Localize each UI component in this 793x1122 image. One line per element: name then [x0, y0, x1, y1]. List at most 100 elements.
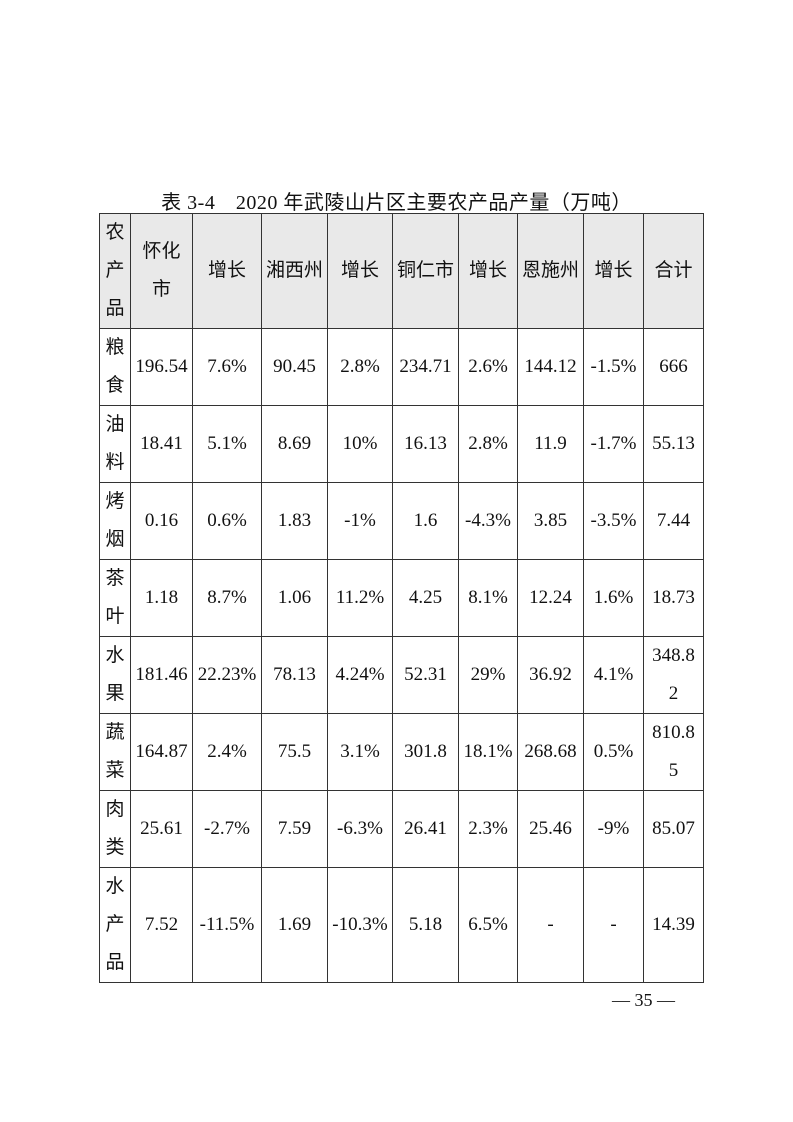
header-cell: 增长 — [192, 213, 262, 329]
table-cell: 10% — [327, 405, 393, 483]
table-cell: 11.9 — [517, 405, 584, 483]
table-cell: 6.5% — [458, 867, 518, 983]
table-cell: 7.6% — [192, 328, 262, 406]
table-cell: -10.3% — [327, 867, 393, 983]
production-table: 农产品 怀化市 增长 湘西州 增长 铜仁市 增长 恩施州 增长 合计 粮食 196.54 7.6% 90… — [99, 213, 704, 983]
table-cell: 164.87 — [130, 713, 193, 791]
table-cell: 5.1% — [192, 405, 262, 483]
table-cell: 181.46 — [130, 636, 193, 714]
table-cell: -4.3% — [458, 482, 518, 560]
header-cell: 增长 — [327, 213, 393, 329]
table-cell: 26.41 — [392, 790, 459, 868]
table-cell: 1.83 — [261, 482, 328, 560]
table-cell: 12.24 — [517, 559, 584, 637]
header-cell: 合计 — [643, 213, 704, 329]
header-cell: 恩施州 — [517, 213, 584, 329]
table-cell: 2.8% — [327, 328, 393, 406]
header-cell: 怀化市 — [130, 213, 193, 329]
table-cell: 268.68 — [517, 713, 584, 791]
header-row: 农产品 怀化市 增长 湘西州 增长 铜仁市 增长 恩施州 增长 合计 — [99, 213, 704, 329]
table-cell: -11.5% — [192, 867, 262, 983]
table-row: 油料 18.41 5.1% 8.69 10% 16.13 2.8% 11.9 -1.7% 55.1… — [99, 405, 704, 483]
table-cell: 3.85 — [517, 482, 584, 560]
header-cell: 湘西州 — [261, 213, 328, 329]
table-cell: 0.16 — [130, 482, 193, 560]
product-name: 粮食 — [99, 328, 131, 406]
table-row: 水果 181.46 22.23% 78.13 4.24% 52.31 29% 36.92 4.1… — [99, 636, 704, 714]
header-cell: 增长 — [458, 213, 518, 329]
header-product: 农产品 — [99, 213, 131, 329]
table-cell: -1.5% — [583, 328, 644, 406]
table-cell: 2.3% — [458, 790, 518, 868]
table-row: 肉类 25.61 -2.7% 7.59 -6.3% 26.41 2.3% 25.46 -9% 85… — [99, 790, 704, 868]
product-name: 茶叶 — [99, 559, 131, 637]
table-cell: -1.7% — [583, 405, 644, 483]
header-cell: 增长 — [583, 213, 644, 329]
table-cell: 4.24% — [327, 636, 393, 714]
table-cell: -9% — [583, 790, 644, 868]
table-cell: 75.5 — [261, 713, 328, 791]
table-title: 表 3-4 2020 年武陵山片区主要农产品产量（万吨） — [161, 192, 632, 214]
table-cell: 25.46 — [517, 790, 584, 868]
table-cell: 90.45 — [261, 328, 328, 406]
table-cell: 1.6% — [583, 559, 644, 637]
table-cell: - — [583, 867, 644, 983]
table-cell: 1.18 — [130, 559, 193, 637]
table-cell: 196.54 — [130, 328, 193, 406]
table-cell: -2.7% — [192, 790, 262, 868]
product-name: 水产品 — [99, 867, 131, 983]
table-cell: 8.7% — [192, 559, 262, 637]
table-cell: 16.13 — [392, 405, 459, 483]
table-row: 蔬菜 164.87 2.4% 75.5 3.1% 301.8 18.1% 268.68 0.5%… — [99, 713, 704, 791]
table-cell: 7.52 — [130, 867, 193, 983]
product-name: 烤烟 — [99, 482, 131, 560]
table-cell: 666 — [643, 328, 704, 406]
table-cell: 1.69 — [261, 867, 328, 983]
table-cell: 29% — [458, 636, 518, 714]
page-number: — 35 — — [612, 990, 675, 1010]
table-cell: -6.3% — [327, 790, 393, 868]
header-cell: 铜仁市 — [392, 213, 459, 329]
table-cell: 85.07 — [643, 790, 704, 868]
table-cell: 11.2% — [327, 559, 393, 637]
table-row: 粮食 196.54 7.6% 90.45 2.8% 234.71 2.6% 144.12 -1.… — [99, 328, 704, 406]
table-cell: 5.18 — [392, 867, 459, 983]
product-name: 蔬菜 — [99, 713, 131, 791]
table-cell: 4.25 — [392, 559, 459, 637]
table-cell: -1% — [327, 482, 393, 560]
table-cell: 55.13 — [643, 405, 704, 483]
table-cell: 348.82 — [643, 636, 704, 714]
table-cell: 14.39 — [643, 867, 704, 983]
table-cell: 8.69 — [261, 405, 328, 483]
product-name: 肉类 — [99, 790, 131, 868]
table-cell: 52.31 — [392, 636, 459, 714]
table-cell: -3.5% — [583, 482, 644, 560]
table-cell: 18.41 — [130, 405, 193, 483]
table-cell: 4.1% — [583, 636, 644, 714]
table-cell: 2.4% — [192, 713, 262, 791]
table-cell: 78.13 — [261, 636, 328, 714]
table-cell: 22.23% — [192, 636, 262, 714]
table-cell: 0.6% — [192, 482, 262, 560]
table-cell: 36.92 — [517, 636, 584, 714]
table-cell: 144.12 — [517, 328, 584, 406]
table-cell: 2.6% — [458, 328, 518, 406]
table-row: 水产品 7.52 -11.5% 1.69 -10.3% 5.18 6.5% - -14.39 — [99, 867, 704, 983]
table-row: 茶叶 1.18 8.7% 1.06 11.2% 4.25 8.1% 12.24 1.6% 18.7… — [99, 559, 704, 637]
table-cell: 810.85 — [643, 713, 704, 791]
table-cell: 234.71 — [392, 328, 459, 406]
table-cell: 8.1% — [458, 559, 518, 637]
table-row: 烤烟 0.16 0.6% 1.83 -1% 1.6 -4.3% 3.85 -3.5% 7.44 — [99, 482, 704, 560]
table-cell: 301.8 — [392, 713, 459, 791]
table-cell: 7.59 — [261, 790, 328, 868]
table-cell: 3.1% — [327, 713, 393, 791]
table-cell: 0.5% — [583, 713, 644, 791]
table-cell: 1.06 — [261, 559, 328, 637]
product-name: 油料 — [99, 405, 131, 483]
table-cell: 18.73 — [643, 559, 704, 637]
table-cell: - — [517, 867, 584, 983]
table-cell: 7.44 — [643, 482, 704, 560]
table-cell: 2.8% — [458, 405, 518, 483]
table-cell: 1.6 — [392, 482, 459, 560]
product-name: 水果 — [99, 636, 131, 714]
